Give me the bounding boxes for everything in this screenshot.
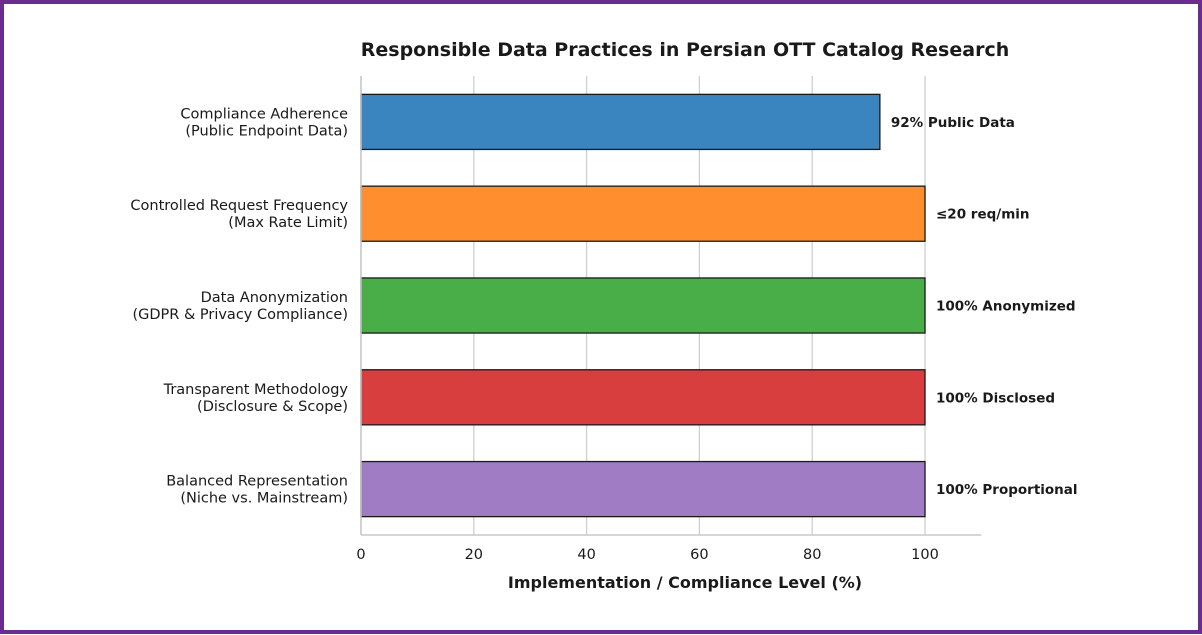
- data-label: 100% Proportional: [936, 482, 1078, 498]
- category-label: Balanced Representation: [166, 474, 348, 490]
- chart-title: Responsible Data Practices in Persian OT…: [361, 39, 1010, 61]
- data-label: 100% Disclosed: [936, 390, 1055, 406]
- data-label: ≤20 req/min: [936, 207, 1030, 223]
- x-tick-label: 60: [690, 547, 708, 563]
- category-label: (Max Rate Limit): [228, 215, 348, 231]
- x-tick-label: 0: [356, 547, 365, 563]
- category-label: (Niche vs. Mainstream): [180, 491, 348, 507]
- bar: [360, 185, 926, 242]
- data-label: 100% Anonymized: [936, 299, 1076, 315]
- category-label: (GDPR & Privacy Compliance): [132, 307, 348, 323]
- x-tick-label: 80: [803, 547, 821, 563]
- bar: [360, 93, 881, 151]
- x-tick-label: 100: [911, 547, 939, 563]
- bar: [360, 369, 926, 426]
- bar-chart: 0 20 40 60 80 100 Compliance Adherence(Public …: [130, 39, 1077, 592]
- x-tick-label: 20: [465, 547, 483, 563]
- x-axis-title: Implementation / Compliance Level (%): [508, 573, 862, 592]
- category-label: (Public Endpoint Data): [185, 123, 348, 139]
- axes: [360, 76, 982, 536]
- data-label: 92% Public Data: [891, 115, 1015, 131]
- bar: [360, 277, 926, 334]
- labels: 0 20 40 60 80 100 Compliance Adherence(Public …: [130, 106, 1077, 563]
- category-label: (Disclosure & Scope): [197, 399, 348, 415]
- category-label: Controlled Request Frequency: [130, 198, 348, 214]
- x-tick-label: 40: [577, 547, 595, 563]
- bars: [360, 93, 926, 518]
- category-label: Compliance Adherence: [180, 106, 348, 122]
- category-label: Data Anonymization: [201, 290, 348, 306]
- category-label: Transparent Methodology: [163, 382, 349, 398]
- bar: [360, 460, 926, 518]
